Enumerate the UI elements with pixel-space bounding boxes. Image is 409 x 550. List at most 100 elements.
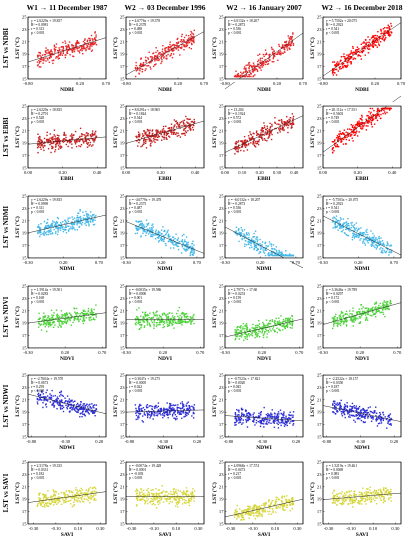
data-point [65, 313, 67, 315]
data-point [145, 219, 148, 221]
data-point [346, 61, 348, 64]
data-point [241, 230, 244, 232]
data-point [70, 223, 73, 225]
data-point [291, 327, 293, 329]
regression-stat: R² = 0.0000 [129, 292, 146, 296]
data-point [150, 235, 152, 238]
data-point [169, 403, 172, 405]
data-point [342, 229, 344, 231]
data-point [263, 125, 266, 127]
data-point [350, 226, 352, 229]
data-point [173, 316, 176, 318]
data-point [82, 211, 84, 213]
data-point [61, 401, 64, 404]
data-point [155, 311, 157, 314]
data-point [184, 134, 186, 136]
data-point [348, 128, 351, 130]
data-point [174, 244, 177, 246]
data-point [237, 228, 240, 231]
data-point [270, 245, 273, 247]
data-point [271, 123, 273, 126]
data-point [161, 319, 164, 321]
data-point [66, 317, 68, 320]
data-point [154, 136, 156, 138]
data-point [189, 128, 191, 131]
data-point [82, 48, 84, 50]
data-point [278, 249, 280, 252]
data-point [170, 241, 173, 244]
data-point [139, 228, 141, 230]
data-point [40, 233, 42, 236]
data-point [337, 229, 339, 231]
data-point [70, 406, 73, 408]
data-point [161, 238, 164, 241]
data-point [358, 125, 361, 128]
data-point [174, 418, 177, 421]
data-point [371, 45, 374, 47]
data-point [84, 47, 86, 49]
data-point [141, 68, 144, 71]
data-point [378, 39, 380, 41]
data-point [266, 125, 268, 128]
data-point [375, 311, 377, 313]
data-point [49, 230, 52, 233]
data-point [373, 303, 376, 305]
data-point [371, 119, 374, 122]
data-point [138, 324, 141, 326]
y-axis-label: LST (°C) [309, 37, 316, 59]
data-point [282, 127, 285, 129]
data-point [372, 35, 374, 37]
data-point [339, 314, 342, 316]
data-point [47, 51, 50, 53]
data-point [335, 226, 338, 228]
data-point [148, 316, 150, 319]
data-point [278, 329, 281, 331]
data-point [47, 400, 49, 402]
data-point [93, 139, 96, 142]
data-point [89, 218, 92, 220]
data-point [150, 142, 152, 145]
data-point [88, 216, 90, 218]
data-point [76, 217, 78, 219]
data-point [150, 68, 152, 70]
data-point [37, 143, 39, 145]
data-point [92, 318, 95, 320]
data-point [275, 254, 277, 257]
data-point [249, 71, 251, 73]
data-point [360, 51, 363, 53]
data-point [84, 217, 87, 220]
data-point [149, 144, 152, 146]
data-point [62, 221, 64, 223]
data-point [371, 44, 373, 46]
data-point [175, 42, 178, 44]
data-point [137, 68, 139, 70]
data-point [256, 70, 259, 72]
data-point [271, 129, 273, 131]
data-point [289, 119, 291, 121]
data-point [47, 316, 49, 319]
data-point [352, 226, 355, 228]
data-point [177, 319, 180, 322]
data-point [55, 226, 57, 229]
data-point [51, 50, 53, 53]
x-tick-label: 0.00 [319, 170, 328, 175]
data-point [172, 131, 175, 134]
data-point [95, 316, 97, 318]
data-point [138, 307, 140, 309]
data-point [352, 310, 354, 312]
data-point [187, 35, 190, 37]
data-point [50, 50, 52, 52]
data-point [268, 55, 271, 57]
data-point [39, 317, 42, 319]
data-point [65, 220, 67, 223]
data-point [250, 137, 252, 139]
data-point [74, 311, 76, 313]
data-point [355, 233, 358, 236]
data-point [360, 127, 362, 130]
data-point [275, 249, 278, 252]
data-point [364, 54, 366, 56]
data-point [57, 229, 59, 231]
data-point [78, 50, 80, 52]
data-point [156, 234, 158, 236]
y-tick-label: 25 [317, 15, 322, 20]
